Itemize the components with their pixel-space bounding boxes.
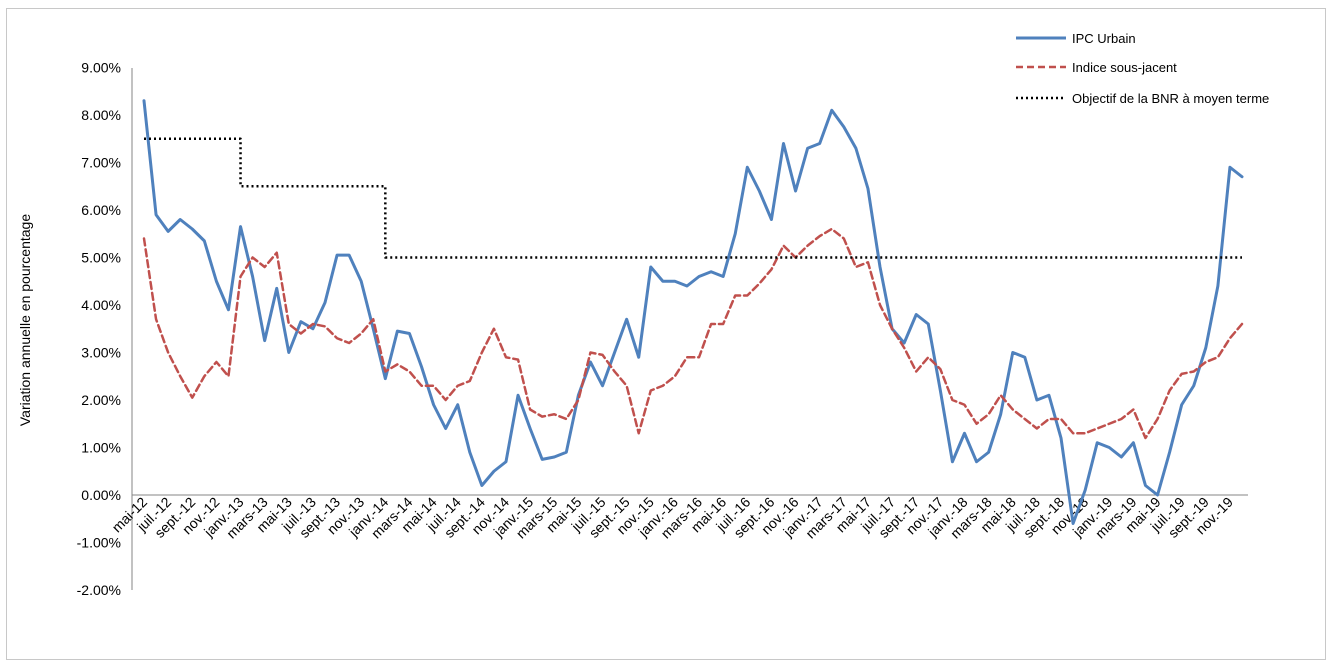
y-tick-label: 5.00%	[81, 250, 121, 266]
y-axis-label: Variation annuelle en pourcentage	[17, 214, 33, 426]
series-line-2	[144, 137, 1242, 259]
y-axis-title: Variation annuelle en pourcentage	[17, 214, 33, 426]
series-lines	[142, 99, 1244, 525]
legend: IPC Urbain Indice sous-jacent Objectif de …	[1016, 31, 1269, 106]
y-tick-label: -1.00%	[77, 535, 121, 551]
y-tick-label: 1.00%	[81, 440, 121, 456]
legend-label: Objectif de la BNR à moyen terme	[1072, 91, 1269, 106]
y-tick-label: 7.00%	[81, 155, 121, 171]
y-tick-label: 3.00%	[81, 345, 121, 361]
y-tick-label: 6.00%	[81, 202, 121, 218]
x-axis-ticks: mai-12juil.-12sept.-12nov.-12janv.-13mar…	[109, 494, 1237, 542]
axes	[131, 68, 1248, 590]
chart-frame	[6, 8, 1326, 660]
y-tick-label: 4.00%	[81, 297, 121, 313]
series-line-1	[142, 227, 1244, 440]
y-tick-label: 0.00%	[81, 487, 121, 503]
y-tick-label: 9.00%	[81, 60, 121, 76]
y-tick-label: 8.00%	[81, 107, 121, 123]
y-tick-label: -2.00%	[77, 582, 121, 598]
series-line-0	[142, 99, 1244, 525]
legend-label: Indice sous-jacent	[1072, 60, 1177, 75]
y-tick-label: 2.00%	[81, 392, 121, 408]
y-axis-ticks: -2.00% -1.00% 0.00% 1.00% 2.00% 3.00% 4.00% 5.0…	[77, 60, 121, 599]
legend-label: IPC Urbain	[1072, 31, 1136, 46]
